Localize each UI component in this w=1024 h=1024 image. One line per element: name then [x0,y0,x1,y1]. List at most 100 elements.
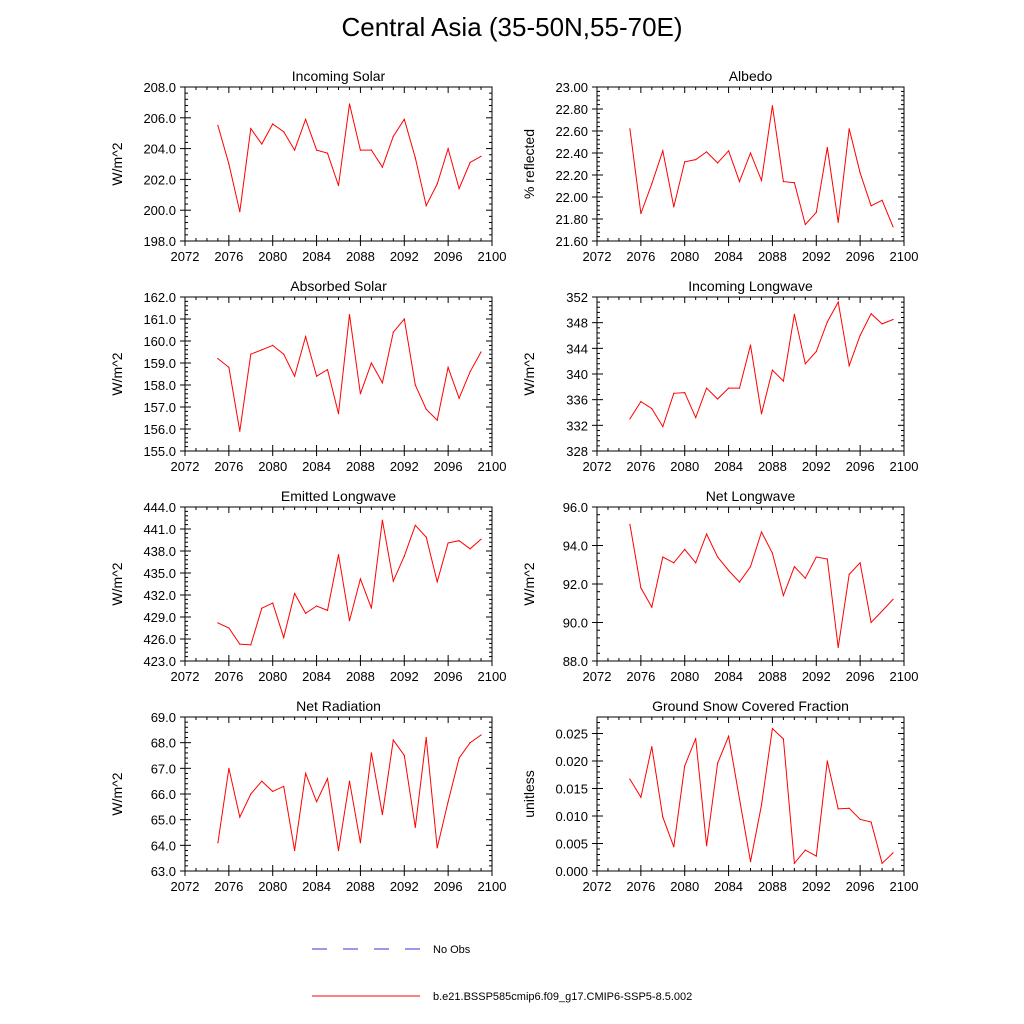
data-point [717,398,719,400]
y-tick-label: 161.0 [143,312,176,327]
x-tick-label: 2084 [714,249,743,264]
data-point [892,852,894,854]
y-tick-label: 23.00 [555,80,588,95]
data-point [848,807,850,809]
y-tick-label: 90.0 [563,616,588,631]
data-point [370,362,372,364]
y-tick-label: 0.015 [555,782,588,797]
x-tick-label: 2076 [626,249,655,264]
data-point [239,211,241,213]
data-point [793,566,795,568]
data-point [695,417,697,419]
data-point [629,418,631,420]
y-tick-label: 68.0 [151,736,176,751]
data-point [469,371,471,373]
y-axis-label: W/m^2 [521,562,537,605]
data-point [804,849,806,851]
data-point [381,382,383,384]
data-point [727,150,730,152]
x-tick-label: 2100 [890,669,919,684]
data-point [629,778,631,780]
y-tick-label: 162.0 [143,290,176,305]
data-point [673,562,675,564]
x-tick-label: 2076 [214,249,243,264]
y-tick-label: 63.0 [151,864,176,879]
y-tick-label: 0.005 [555,837,588,852]
x-tick-label: 2072 [583,459,612,474]
data-point [403,555,405,557]
x-tick-label: 2088 [346,669,375,684]
data-point [447,542,449,544]
y-tick-label: 21.80 [555,212,588,227]
data-point [749,566,752,568]
x-tick-label: 2096 [846,669,875,684]
x-tick-label: 2080 [670,459,699,474]
x-tick-label: 2092 [802,249,831,264]
y-axis-label: % reflected [521,129,537,199]
data-point [414,384,416,386]
data-point [738,798,741,800]
data-point [760,531,763,533]
y-tick-label: 348 [566,316,588,331]
x-tick-label: 2100 [478,249,507,264]
y-tick-label: 65.0 [151,813,176,828]
data-point [272,602,274,604]
data-point [370,607,372,609]
data-point [837,301,839,303]
data-point [717,162,719,164]
y-tick-label: 432.0 [143,588,176,603]
plot-frame [184,296,493,452]
data-point [359,842,362,844]
data-point [228,767,230,769]
data-point [272,123,274,125]
data-point [469,548,471,550]
panel-title: Ground Snow Covered Fraction [652,698,849,714]
x-tick-label: 2084 [302,459,331,474]
x-tick-label: 2072 [583,669,612,684]
data-point [870,205,872,207]
x-tick-label: 2092 [390,669,419,684]
data-point [727,569,730,572]
y-tick-label: 208.0 [143,80,176,95]
y-axis-label: W/m^2 [109,772,125,815]
data-point [348,314,351,316]
data-point [294,849,296,852]
data-point [436,581,438,583]
data-point [447,366,449,368]
data-point [848,573,850,575]
x-tick-label: 2072 [171,459,200,474]
y-tick-label: 64.0 [151,838,176,853]
data-point [771,369,774,371]
x-tick-label: 2096 [846,249,875,264]
x-tick-label: 2092 [390,249,419,264]
y-tick-label: 204.0 [143,142,176,157]
data-point [804,363,806,365]
data-point [283,353,285,355]
data-point [892,318,894,321]
y-tick-label: 206.0 [143,111,176,126]
data-point [804,577,806,579]
data-point [717,556,719,558]
y-axis-label: W/m^2 [109,142,125,185]
data-point [684,548,686,550]
data-point [403,118,405,120]
data-point [337,849,340,852]
y-tick-label: 155.0 [143,444,176,459]
data-point [738,581,741,583]
data-point [815,556,817,558]
data-point [250,353,252,355]
data-point [469,161,471,164]
data-point [640,587,642,589]
data-point [640,796,642,798]
data-point [673,206,675,208]
data-point [294,592,296,595]
data-point [859,172,861,174]
data-point [651,606,653,608]
y-tick-label: 157.0 [143,400,176,415]
data-point [859,562,861,564]
y-tick-label: 67.0 [151,761,176,776]
data-point [673,392,675,394]
y-axis-label: W/m^2 [109,352,125,395]
panel-title: Absorbed Solar [290,278,387,294]
y-tick-label: 21.60 [555,234,588,249]
